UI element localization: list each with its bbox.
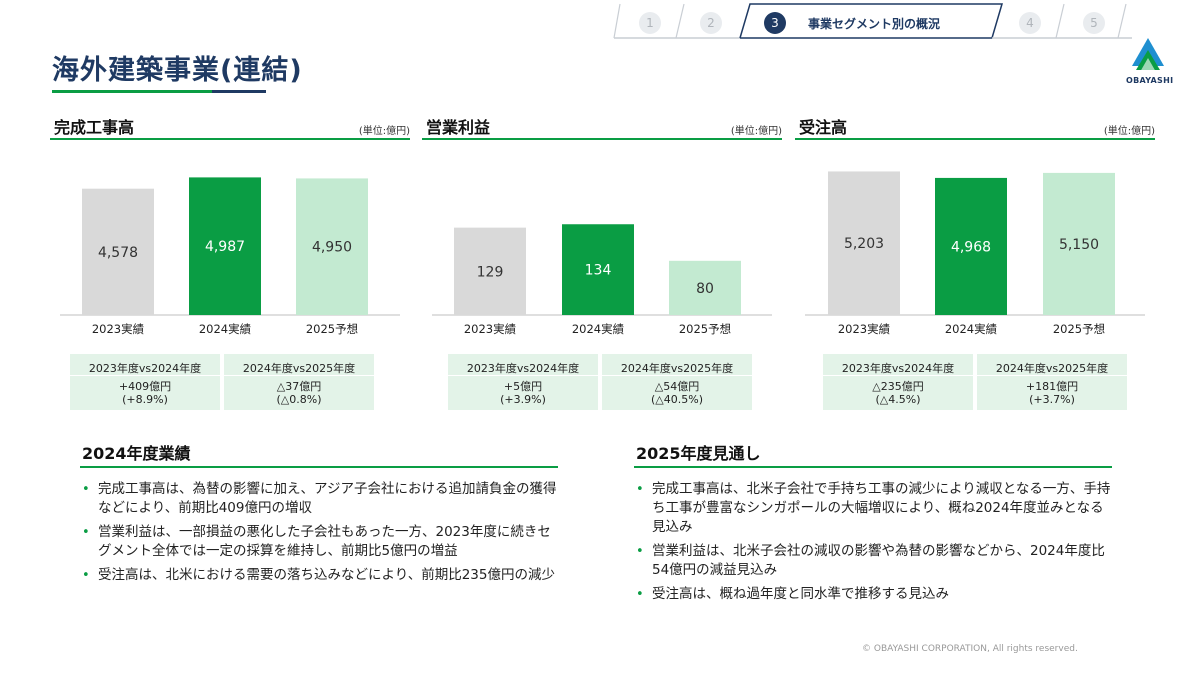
bar-2024実績	[562, 224, 634, 315]
bullet-list: 完成工事高は、北米子会社で手持ち工事の減少により減収となる一方、手持ち工事が豊富…	[634, 480, 1114, 604]
comparison-rate: (+3.9%)	[500, 393, 546, 406]
bar-value-label: 80	[696, 281, 714, 297]
chart-unit: (単位:億円)	[358, 126, 410, 137]
obayashi-logo-icon	[1132, 38, 1164, 72]
comparison-rate: (△4.5%)	[875, 393, 921, 406]
bar-2023実績	[454, 227, 526, 315]
comparison-head: 2023年度vs2024年度	[70, 354, 220, 376]
comparison-amount: +5億円	[503, 380, 543, 393]
bullet-item: 受注高は、北米における需要の落ち込みなどにより、前期比235億円の減少	[80, 566, 560, 585]
comparison-head: 2023年度vs2024年度	[823, 354, 973, 376]
comparison-box: 2023年度vs2024年度 △235億円 (△4.5%)	[823, 354, 973, 410]
comparison-rate: (+8.9%)	[122, 393, 168, 406]
category-tick-label: 2024実績	[945, 322, 998, 336]
bar-value-label: 129	[477, 264, 504, 280]
bullet-list: 完成工事高は、為替の影響に加え、アジア子会社における追加請負金の獲得などにより、…	[80, 480, 560, 585]
chart-title: 完成工事高	[54, 118, 135, 137]
title-underline-green	[52, 90, 212, 93]
category-tick-label: 2024実績	[572, 322, 625, 336]
comparison-head: 2024年度vs2025年度	[224, 354, 374, 376]
comparison-head: 2023年度vs2024年度	[448, 354, 598, 376]
comparison-rate: (△40.5%)	[651, 393, 703, 406]
chart-unit: (単位:億円)	[1103, 126, 1155, 137]
section-rule	[80, 466, 558, 468]
bar-value-label: 4,950	[312, 240, 352, 256]
bar-2024実績	[935, 177, 1007, 315]
step-navigation: 1 2 3 事業セグメント別の概況 4 5	[612, 0, 1132, 40]
comparison-rate: (+3.7%)	[1029, 393, 1075, 406]
bar-2025予想	[1043, 172, 1115, 315]
comparison-amount: △235億円	[872, 380, 924, 393]
bar-2023実績	[828, 171, 900, 315]
chart-title: 受注高	[799, 118, 848, 137]
comparison-box: 2024年度vs2025年度 △54億円 (△40.5%)	[602, 354, 752, 410]
step-3-label: 事業セグメント別の概況	[808, 17, 941, 31]
category-tick-label: 2025予想	[1053, 322, 1105, 336]
page-title: 海外建築事業(連結)	[52, 55, 303, 86]
comparison-rate: (△0.8%)	[276, 393, 322, 406]
step-5[interactable]: 5	[1083, 12, 1105, 34]
bar-2024実績	[189, 177, 261, 315]
chart-title: 営業利益	[426, 118, 491, 137]
comparison-box: 2023年度vs2024年度 +409億円 (+8.9%)	[70, 354, 220, 410]
step-4[interactable]: 4	[1019, 12, 1041, 34]
step-2[interactable]: 2	[700, 12, 722, 34]
category-tick-label: 2024実績	[199, 322, 252, 336]
category-tick-label: 2023実績	[464, 322, 517, 336]
chart-title-rule	[422, 138, 782, 140]
bar-value-label: 4,578	[98, 245, 138, 261]
category-tick-label: 2025予想	[679, 322, 731, 336]
bullet-item: 受注高は、概ね過年度と同水準で推移する見込み	[634, 585, 1114, 604]
logo-text: OBAYASHI	[1126, 76, 1174, 85]
section-title: 2024年度業績	[82, 444, 191, 463]
chart-title-rule	[795, 138, 1155, 140]
step-1[interactable]: 1	[639, 12, 661, 34]
section-title: 2025年度見通し	[636, 444, 761, 463]
chart-panel-orders-received: 受注高 (単位:億円) 5,203 2023実績 4,968 2024実績 5,150 2…	[795, 112, 1155, 412]
comparison-amount: △37億円	[276, 380, 322, 393]
results-2024-section: 2024年度業績 完成工事高は、為替の影響に加え、アジア子会社における追加請負金…	[80, 440, 560, 590]
chart-panel-operating-income: 営業利益 (単位:億円) 129 2023実績 134 2024実績 80 2025予想 …	[422, 112, 782, 412]
chart-panel-completed-construction: 完成工事高 (単位:億円) 4,578 2023実績 4,987 2024実績 4,95…	[50, 112, 410, 412]
bullet-item: 営業利益は、一部損益の悪化した子会社もあった一方、2023年度に続きセグメント全…	[80, 523, 560, 561]
step-bar-outline	[613, 3, 1132, 39]
bar-2025予想	[669, 260, 741, 315]
comparison-amount: △54億円	[654, 380, 700, 393]
bar-value-label: 4,968	[951, 239, 991, 255]
bar-value-label: 5,150	[1059, 237, 1099, 253]
bar-value-label: 4,987	[205, 239, 245, 255]
bar-value-label: 134	[585, 263, 612, 279]
bullet-item: 完成工事高は、為替の影響に加え、アジア子会社における追加請負金の獲得などにより、…	[80, 480, 560, 518]
bullet-item: 営業利益は、北米子会社の減収の影響や為替の影響などから、2024年度比54億円の…	[634, 542, 1114, 580]
bar-2025予想	[296, 178, 368, 315]
comparison-box: 2024年度vs2025年度 △37億円 (△0.8%)	[224, 354, 374, 410]
step-3-active[interactable]: 3	[764, 12, 786, 34]
copyright: © OBAYASHI CORPORATION, All rights reser…	[862, 644, 1078, 654]
comparison-head: 2024年度vs2025年度	[602, 354, 752, 376]
bar-chart-orders-received: 5,203 2023実績 4,968 2024実績 5,150 2025予想	[805, 171, 1145, 336]
chart-title-rule	[50, 138, 410, 140]
outlook-2025-section: 2025年度見通し 完成工事高は、北米子会社で手持ち工事の減少により減収となる一…	[634, 440, 1114, 609]
comparison-amount: +409億円	[118, 380, 172, 393]
bar-chart-completed-construction: 4,578 2023実績 4,987 2024実績 4,950 2025予想	[60, 177, 400, 336]
comparison-box: 2024年度vs2025年度 +181億円 (+3.7%)	[977, 354, 1127, 410]
chart-unit: (単位:億円)	[730, 126, 782, 137]
bar-chart-operating-income: 129 2023実績 134 2024実績 80 2025予想	[432, 224, 772, 336]
category-tick-label: 2025予想	[306, 322, 358, 336]
comparison-head: 2024年度vs2025年度	[977, 354, 1127, 376]
category-tick-label: 2023実績	[92, 322, 145, 336]
bar-value-label: 5,203	[844, 236, 884, 252]
bar-2023実績	[82, 188, 154, 315]
comparison-box: 2023年度vs2024年度 +5億円 (+3.9%)	[448, 354, 598, 410]
title-underline-navy	[212, 90, 266, 93]
comparison-amount: +181億円	[1025, 380, 1079, 393]
category-tick-label: 2023実績	[838, 322, 891, 336]
section-rule	[634, 466, 1112, 468]
bullet-item: 完成工事高は、北米子会社で手持ち工事の減少により減収となる一方、手持ち工事が豊富…	[634, 480, 1114, 537]
